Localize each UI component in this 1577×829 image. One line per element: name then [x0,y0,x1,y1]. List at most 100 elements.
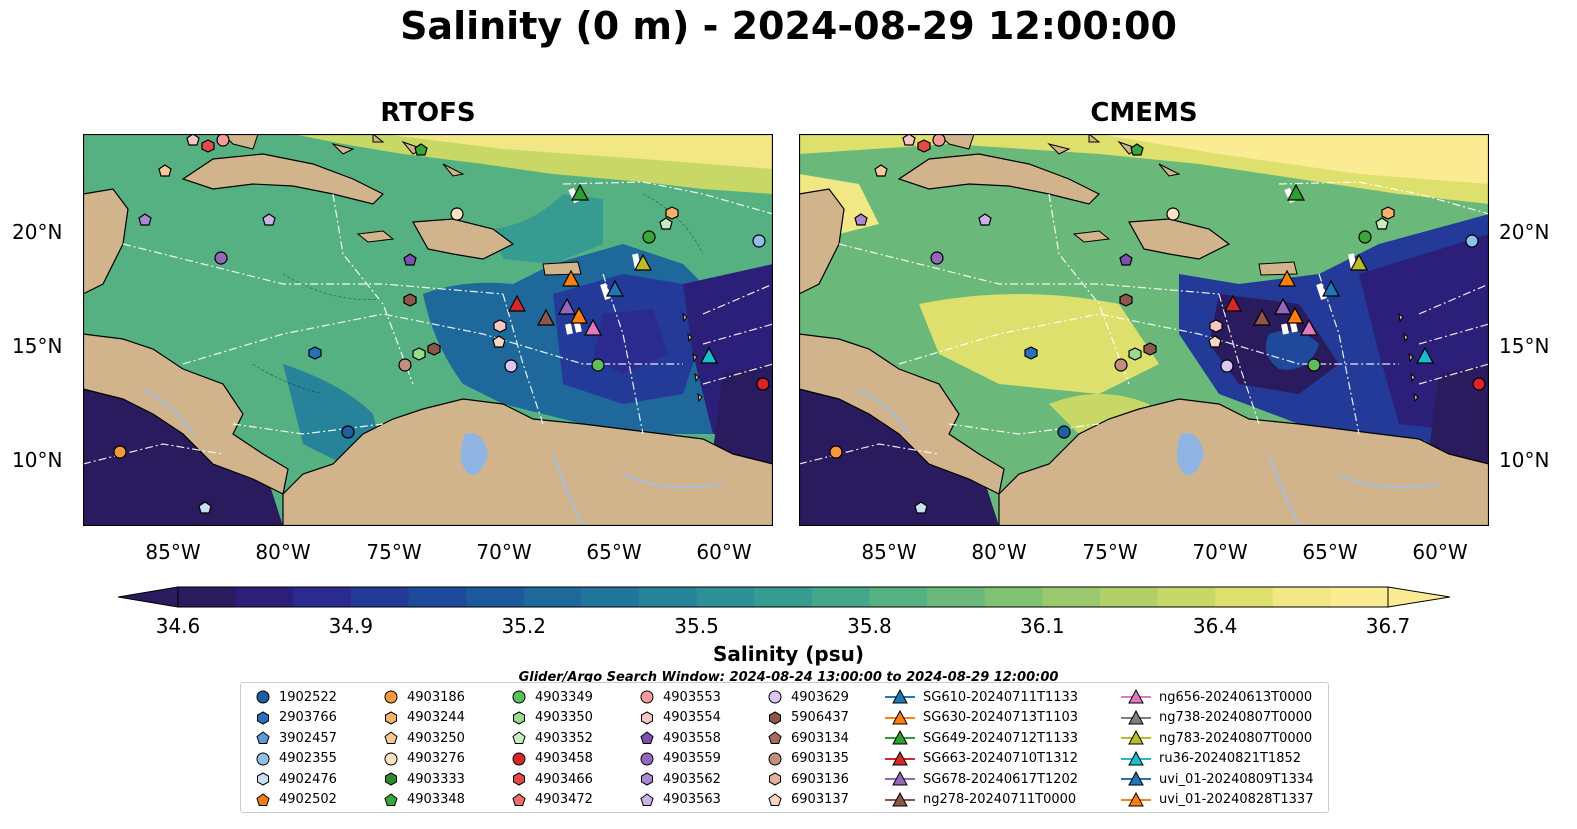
legend-label: 6903136 [791,771,849,787]
colorbar-bin [1215,587,1274,607]
legend-label: 4903629 [791,689,849,705]
legend-item: 4903562 [639,769,721,790]
legend-item: 4903348 [383,790,465,811]
legend-label: SG610-20240711T1133 [923,689,1079,705]
hexagon-marker-icon [767,710,791,726]
legend-label: ru36-20240821T1852 [1159,751,1302,767]
legend-item: SG649-20240712T1133 [885,728,1078,749]
legend-item: 2903766 [255,708,337,729]
colorbar-tick-label: 36.4 [1192,614,1238,638]
legend-label: SG663-20240710T1312 [923,751,1079,767]
legend-item: 4902355 [255,749,337,770]
colorbar-frame [177,586,1389,608]
pentagon-marker-icon [383,730,407,746]
map-panel-cmems [798,133,1490,527]
colorbar-extend-high [1387,586,1451,608]
legend-column: SG610-20240711T1133 SG630-20240713T1103 SG… [885,687,1078,810]
lon-tick-label: 70°W [476,540,532,564]
legend-item: ru36-20240821T1852 [1121,749,1313,770]
colorbar-bin [178,587,237,607]
hexagon-marker-icon [383,771,407,787]
hexagon-marker-icon [511,771,535,787]
hexagon-marker-icon [511,710,535,726]
search-window-text: Glider/Argo Search Window: 2024-08-24 13… [518,670,1059,683]
lon-tick-label: 65°W [586,540,642,564]
legend-item: 4903350 [511,708,593,729]
hexagon-marker-icon [639,771,663,787]
hexagon-marker-icon [255,771,279,787]
legend-item: ng656-20240613T0000 [1121,687,1313,708]
legend-item: 4903250 [383,728,465,749]
colorbar-label: Salinity (psu) [712,642,864,666]
lon-tick-label: 75°W [1082,540,1138,564]
legend-label: 4903352 [535,730,593,746]
legend-label: SG678-20240617T1202 [923,771,1079,787]
circle-marker-icon [255,689,279,705]
lon-tick-label: 75°W [366,540,422,564]
legend-label: 4903558 [663,730,721,746]
legend-label: 2903766 [279,710,337,726]
colorbar-tick-label: 34.9 [328,614,374,638]
circle-marker-icon [511,751,535,767]
colorbar-bin [1042,587,1101,607]
legend-label: 4902502 [279,792,337,808]
lat-tick-label: 10°N [1499,448,1550,472]
legend-column: 4903629 5906437 6903134 6903135 6903136 69031… [767,687,849,810]
legend-item: SG610-20240711T1133 [885,687,1078,708]
legend-label: 4903563 [663,792,721,808]
legend-item: 4903472 [511,790,593,811]
panel-title-cmems: CMEMS [1090,98,1198,128]
lon-tick-label: 80°W [971,540,1027,564]
legend-item: 6903137 [767,790,849,811]
legend-column: 4903186 4903244 4903250 4903276 4903333 49033… [383,687,465,810]
lat-tick-label: 15°N [12,334,63,358]
triangle-marker-icon [885,730,923,746]
pentagon-marker-icon [255,730,279,746]
circle-marker-icon [383,751,407,767]
legend-label: ng278-20240711T0000 [923,792,1077,808]
lon-tick-label: 70°W [1192,540,1248,564]
legend-label: 3902457 [279,730,337,746]
lon-tick-label: 65°W [1302,540,1358,564]
triangle-marker-icon [885,791,923,808]
legend-item: 4903186 [383,687,465,708]
triangle-marker-icon [1121,730,1159,746]
legend-label: 4903553 [663,689,721,705]
colorbar-extend-low [117,586,179,608]
triangle-marker-icon [885,750,923,767]
pentagon-marker-icon [383,792,407,808]
legend-item: ng783-20240807T0000 [1121,728,1313,749]
legend-label: 4903458 [535,751,593,767]
colorbar-bin [1157,587,1216,607]
triangle-marker-icon [885,689,923,705]
colorbar-bin [696,587,755,607]
colorbar-tick-label: 35.2 [501,614,546,638]
triangle-marker-icon [885,771,923,787]
legend-item: 4903466 [511,769,593,790]
triangle-marker-icon [1121,750,1159,767]
legend-label: 6903135 [791,751,849,767]
lon-tick-label: 60°W [1412,540,1468,564]
hexagon-marker-icon [639,710,663,726]
legend-item: 4902476 [255,769,337,790]
legend-label: 4903350 [535,710,593,726]
legend-label: 4903472 [535,792,593,808]
colorbar [117,586,1451,612]
colorbar-bin [235,587,294,607]
figure-title: Salinity (0 m) - 2024-08-29 12:00:00 [400,4,1177,48]
lon-tick-label: 60°W [696,540,752,564]
legend-item: 4903244 [383,708,465,729]
colorbar-bin [927,587,986,607]
legend-item: 4903554 [639,708,721,729]
legend-column: 1902522 2903766 3902457 4902355 4902476 49025… [255,687,337,810]
legend-label: ng783-20240807T0000 [1159,730,1313,746]
legend-label: uvi_01-20240809T1334 [1159,771,1314,787]
hexagon-marker-icon [255,710,279,726]
triangle-marker-icon [1121,791,1159,808]
lat-tick-label: 20°N [12,220,63,244]
colorbar-bin [811,587,870,607]
circle-marker-icon [383,689,407,705]
colorbar-tick-label: 35.8 [847,614,892,638]
lat-tick-label: 10°N [12,448,63,472]
lat-tick-label: 15°N [1499,334,1550,358]
